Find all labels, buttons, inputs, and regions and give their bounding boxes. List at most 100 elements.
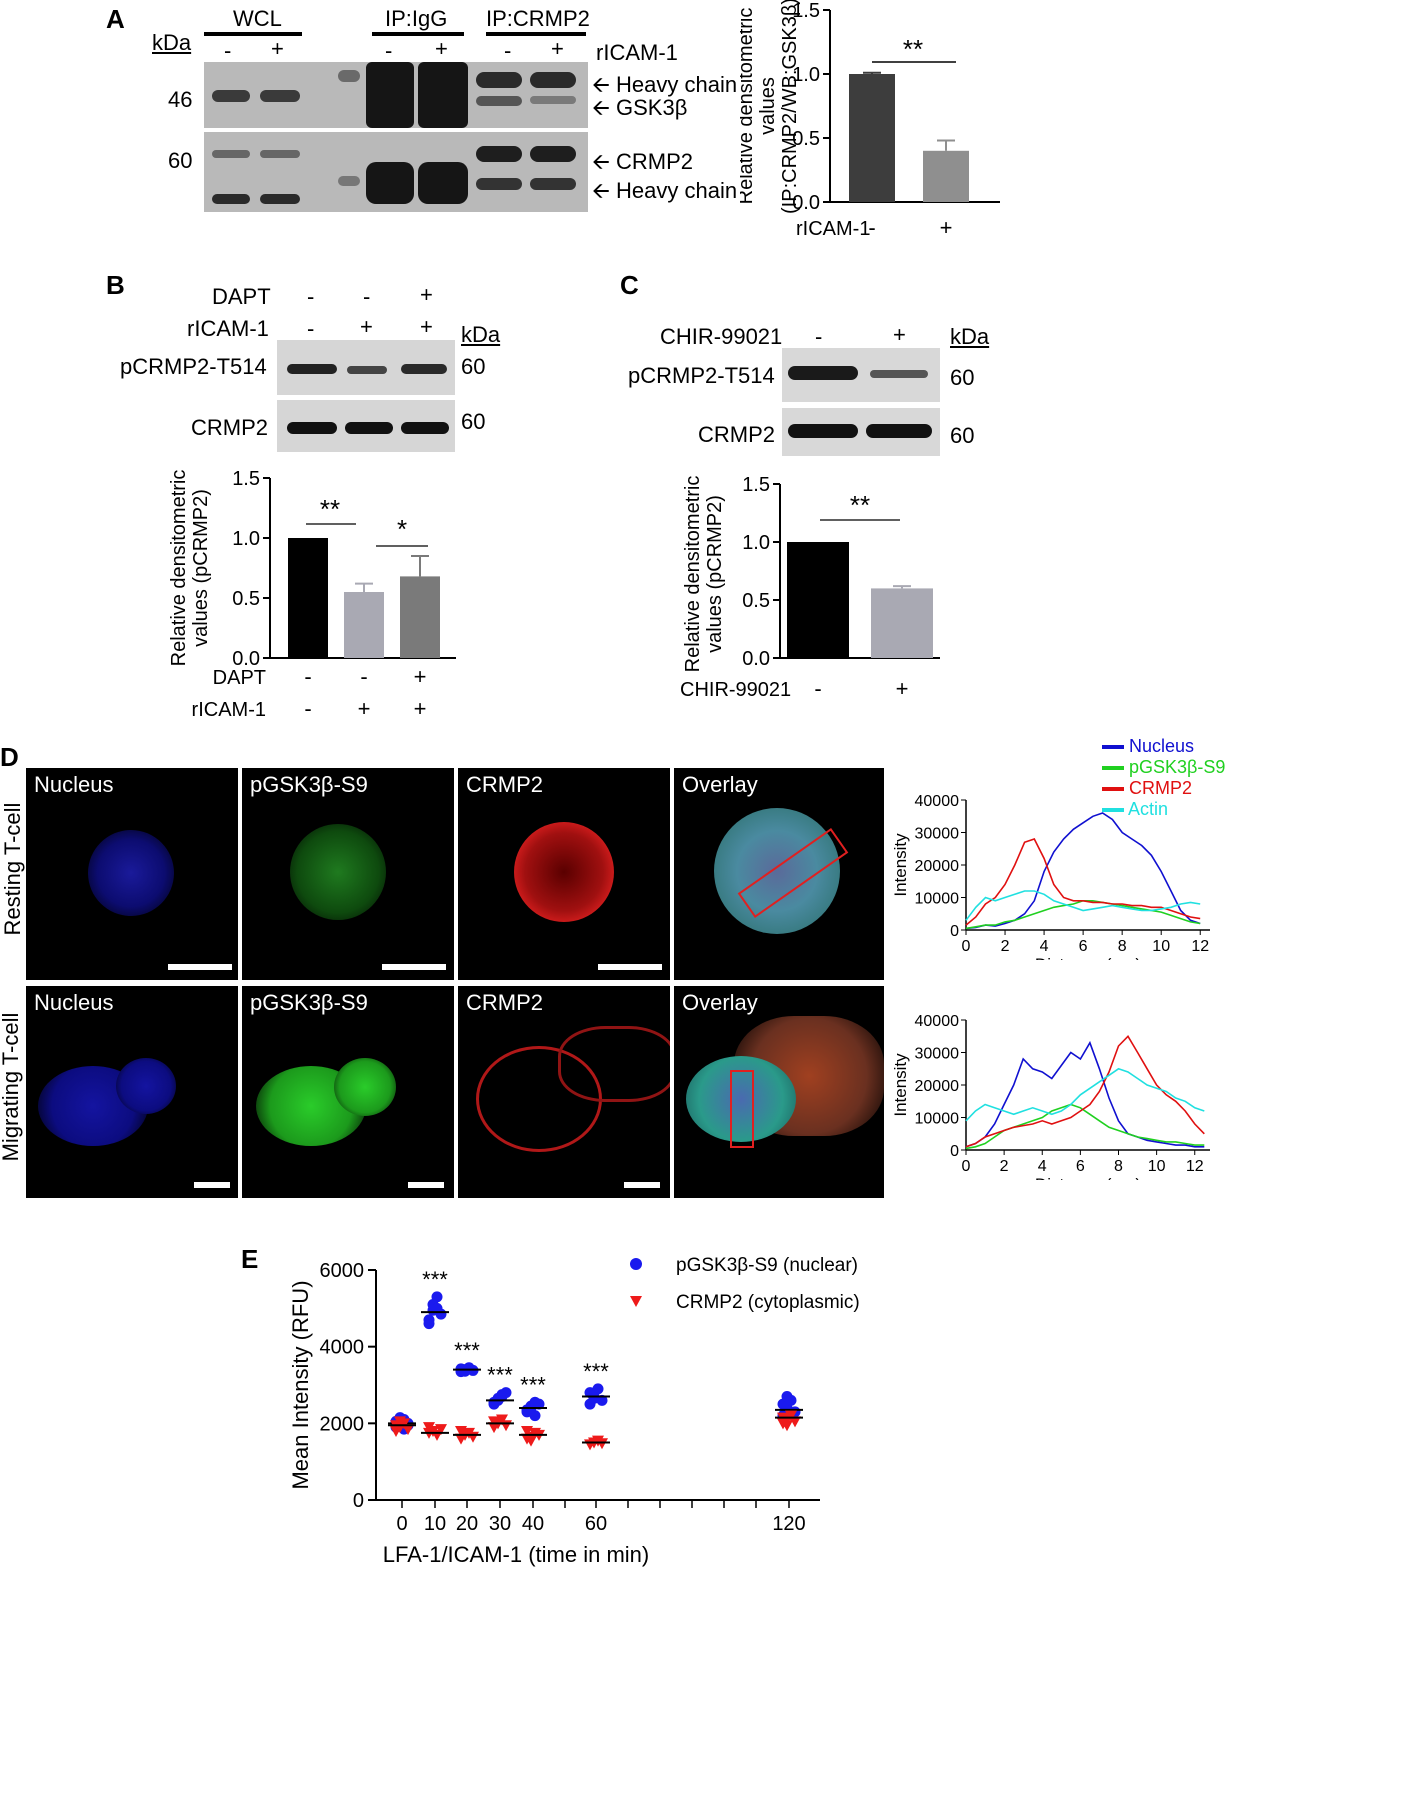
- y-tick-label: 10000: [915, 1111, 960, 1128]
- y-tick-label: 1.0: [742, 532, 770, 554]
- x-tick-label: 30: [489, 1513, 511, 1535]
- arrow-left-icon: 🡨: [592, 95, 610, 120]
- data-point: [455, 1426, 467, 1437]
- sig-mark: **: [320, 494, 340, 524]
- y-tick-label: 1.5: [232, 468, 260, 490]
- scale-bar: [408, 1182, 444, 1188]
- row-label-crmp2-b: CRMP2: [191, 415, 269, 440]
- bar: [344, 592, 384, 658]
- y-tick-label: 1.5: [742, 474, 770, 496]
- axis-label-line: Relative densitometric: [168, 470, 190, 667]
- y-tick-label: 6000: [320, 1260, 365, 1282]
- data-point: [431, 1302, 443, 1314]
- data-point: [500, 1420, 512, 1432]
- sig-mark: **: [850, 490, 870, 520]
- mw-c-2: 60: [950, 423, 975, 448]
- x-tick-label: 120: [772, 1513, 805, 1535]
- legend-item-nucleus: Nucleus: [1102, 736, 1225, 757]
- ricam-label-b: rICAM-1: [187, 316, 269, 341]
- group-crmp2-bar: [486, 32, 586, 36]
- data-point: [431, 1291, 443, 1303]
- y-tick-label: 20000: [915, 1078, 960, 1095]
- y-tick-label: 30000: [915, 1046, 960, 1063]
- micrograph-resting-crmp2: CRMP2: [458, 768, 670, 980]
- data-point: [402, 1424, 414, 1436]
- y-axis-label-group: Intensity: [891, 1053, 910, 1117]
- axis-label-line: values: [757, 77, 779, 135]
- y-tick-label: 0: [353, 1490, 364, 1512]
- data-point: [463, 1362, 475, 1374]
- y-axis-label-group: Intensity: [891, 833, 910, 897]
- series-line: [965, 890, 1201, 921]
- x-sign: +: [358, 696, 371, 721]
- panel-b-label: B: [106, 270, 125, 300]
- x-tick-label: 8: [1118, 938, 1127, 955]
- y-axis-label: Relative densitometric values (IP:CRMP2/WB…: [740, 0, 801, 214]
- x-tick-label: 0: [962, 1158, 971, 1175]
- row-label: rICAM-1: [796, 218, 870, 240]
- scale-bar: [382, 964, 446, 970]
- row-label-resting: Resting T-cell: [0, 802, 25, 936]
- y-tick-label: 0.0: [792, 192, 820, 214]
- x-tick-label: 12: [1186, 1158, 1204, 1175]
- x-axis-label: Distance (μm): [1035, 1175, 1141, 1180]
- x-sign: -: [868, 215, 875, 240]
- series-line: [965, 1040, 1205, 1148]
- bar: [787, 542, 849, 658]
- panel-c-label: C: [620, 270, 639, 300]
- y-tick-label: 1.5: [792, 0, 820, 22]
- data-point: [488, 1416, 500, 1428]
- micrograph-resting-pgsk3b: pGSK3β-S9: [242, 768, 454, 980]
- group-crmp2: IP:CRMP2: [486, 6, 590, 31]
- legend-item-pgsk3b: pGSK3β-S9: [1102, 757, 1225, 778]
- kda-label-b: kDa: [461, 322, 501, 347]
- micrograph-resting-nucleus: Nucleus: [26, 768, 238, 980]
- series-line: [965, 812, 1201, 930]
- legend-marker: [630, 1258, 642, 1270]
- blot-crmp2: [204, 132, 588, 212]
- chart-e: 0 2000 4000 6000 0 10 20 30 40 60 120 LFA-1/ICAM-1 …: [288, 1255, 860, 1567]
- dapt-sign: -: [307, 284, 315, 309]
- legend-item-crmp2: CRMP2: [1102, 778, 1225, 799]
- y-tick-label: 0.0: [232, 648, 260, 670]
- blot-b-pcrmp2: [277, 340, 455, 395]
- arrow-left-icon: 🡨: [592, 149, 610, 174]
- x-tick-label: 0: [396, 1513, 407, 1535]
- row-label-crmp2-c: CRMP2: [698, 422, 776, 447]
- sig-mark: ***: [454, 1338, 480, 1363]
- y-tick-label: 0.5: [232, 588, 260, 610]
- x-axis-label: Distance (μm): [1035, 955, 1141, 960]
- y-tick-label: 0.5: [742, 590, 770, 612]
- axis-label-line: Relative densitometric: [740, 8, 757, 205]
- data-point: [423, 1318, 435, 1330]
- panel-a-label: A: [106, 4, 125, 34]
- data-point: [789, 1416, 801, 1428]
- lane-sign: -: [224, 38, 232, 63]
- data-point: [496, 1391, 508, 1402]
- y-axis-label-group: Mean Intensity (RFU): [288, 1280, 313, 1489]
- axis-label-line: (IP:CRMP2/WB:GSK3β): [779, 0, 801, 214]
- legend-marker: [630, 1296, 642, 1307]
- micrograph-resting-overlay: Overlay: [674, 768, 884, 980]
- y-axis-label: Relative densitometric values (pCRMP2): [682, 476, 726, 673]
- x-tick-label: 10: [1148, 1158, 1166, 1175]
- ricam-label-a: rICAM-1: [596, 40, 678, 65]
- x-tick-label: 40: [522, 1513, 544, 1535]
- group-igg: IP:IgG: [385, 6, 448, 31]
- x-sign: -: [814, 676, 821, 701]
- lane-sign: -: [385, 38, 393, 63]
- blot-c-pcrmp2: [782, 348, 940, 402]
- mw-46: 46: [168, 87, 193, 112]
- x-tick-label: 6: [1076, 1158, 1085, 1175]
- y-axis-label: Intensity: [891, 833, 910, 897]
- sig-mark: ***: [583, 1359, 609, 1384]
- mw-c-1: 60: [950, 365, 975, 390]
- y-tick-label: 0: [950, 1143, 959, 1160]
- micrograph-migrating-overlay: Overlay: [674, 986, 884, 1198]
- x-tick-label: 4: [1038, 1158, 1047, 1175]
- blot-gsk3b: [204, 62, 588, 128]
- y-tick-label: 40000: [915, 1013, 960, 1030]
- x-tick-label: 20: [456, 1513, 478, 1535]
- lane-sign: +: [435, 36, 448, 61]
- data-point: [781, 1391, 793, 1402]
